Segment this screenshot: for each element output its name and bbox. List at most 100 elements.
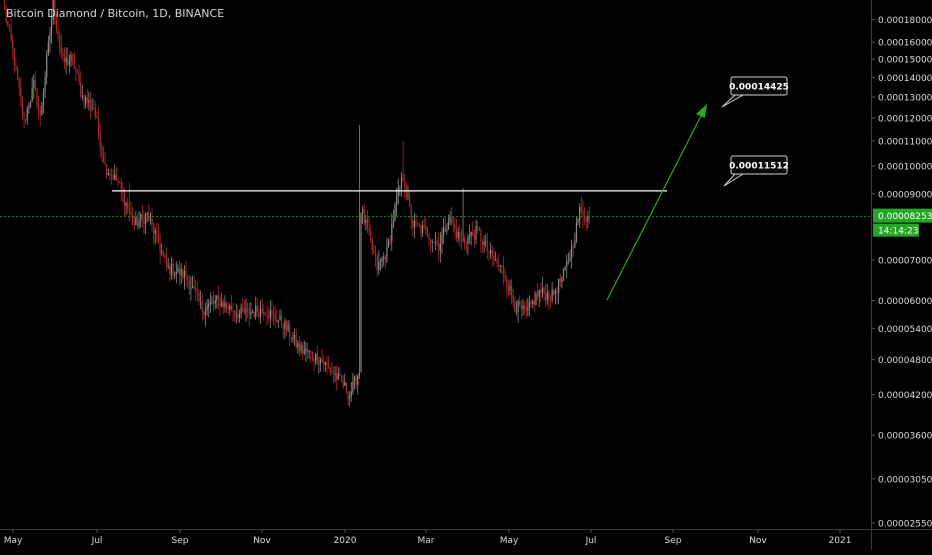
candle-body [263, 311, 265, 315]
candle-body [340, 374, 343, 381]
candle-body [258, 312, 260, 318]
candle-body [374, 253, 377, 257]
price-axis-label: 0.00015000 [878, 56, 932, 66]
candle-body [310, 351, 312, 353]
candle-body [112, 175, 114, 180]
candle-body [174, 274, 176, 276]
candle-body [206, 306, 208, 312]
candle-body [575, 222, 578, 241]
candle-body [392, 220, 394, 225]
candle-body [224, 302, 226, 308]
candle-body [420, 225, 422, 233]
candle-body [431, 241, 433, 243]
candle-body [460, 239, 463, 241]
candle-body [175, 272, 177, 275]
candle-body [271, 310, 273, 313]
candle-body [313, 358, 315, 361]
candle-body [363, 209, 365, 223]
candle-body [399, 187, 401, 189]
candle-body [196, 292, 198, 293]
candle-body [477, 226, 479, 228]
time-axis-label: 2021 [829, 536, 852, 546]
time-axis-label: Nov [253, 536, 271, 546]
candle-body [298, 343, 301, 352]
candle-body [387, 240, 390, 248]
candle-body [439, 243, 441, 252]
target-callout-2: 0.00011512 [723, 155, 789, 187]
candle-body [16, 66, 19, 79]
candle-body [433, 241, 435, 243]
time-axis-label: Jul [585, 536, 597, 546]
candle-body [472, 232, 474, 236]
candle-body [511, 286, 513, 296]
price-axis-label: 0.00009000 [878, 190, 932, 200]
candles-group [4, 0, 591, 408]
candle-body [242, 307, 244, 311]
candle-body [321, 359, 323, 362]
candle-body [62, 52, 64, 57]
candle-body [543, 287, 545, 295]
candle-body [334, 374, 336, 375]
candle-body [441, 234, 443, 244]
candle-body [83, 95, 85, 104]
time-axis-label: May [4, 536, 23, 546]
candle-body [344, 382, 346, 387]
candle-body [541, 287, 544, 293]
candle-body [110, 175, 113, 176]
candle-body [499, 265, 501, 266]
price-axis-label: 0.00004800 [878, 356, 932, 366]
candle-body [81, 95, 83, 97]
candle-body [250, 312, 252, 315]
candle-body [404, 180, 406, 190]
candle-body [55, 18, 58, 29]
candle-body [319, 359, 322, 364]
candle-body [7, 21, 9, 26]
candle-body [339, 373, 341, 375]
countdown-value: 14:14:23 [878, 227, 918, 237]
candle-body [261, 308, 263, 312]
candle-body [157, 231, 160, 244]
candle-body [318, 363, 320, 365]
candle-body [389, 240, 391, 242]
candle-body [329, 367, 331, 373]
candle-body [101, 147, 103, 153]
candle-body [569, 257, 571, 262]
time-axis[interactable]: May Jul Sep Nov 2020 Mar May Jul Sep Nov 2021 [4, 529, 852, 546]
candle-body [13, 48, 15, 66]
candle-body [208, 304, 210, 307]
candle-body [454, 225, 456, 230]
candle-body [577, 220, 579, 223]
candle-body [235, 314, 237, 316]
candle-body [451, 217, 453, 225]
candle-body [230, 305, 232, 311]
price-axis-label: 0.00004200 [878, 391, 932, 401]
candle-body [274, 313, 276, 320]
candle-body [358, 372, 360, 376]
current-price-value: 0.00008253 [878, 212, 932, 222]
candle-body [102, 152, 105, 163]
candle-body [292, 337, 294, 340]
projection-arrow-head [696, 104, 707, 118]
candle-body [187, 276, 189, 280]
time-axis-label: Mar [418, 536, 435, 546]
candle-body [106, 163, 108, 175]
price-axis[interactable]: 0.00018000 0.00016000 0.00015000 0.00014000… [871, 16, 932, 530]
candle-body [120, 182, 122, 190]
candle-body [259, 308, 262, 318]
candle-body [504, 274, 506, 280]
candle-body [302, 345, 304, 354]
candle-body [172, 263, 174, 276]
candle-body [507, 287, 510, 291]
candle-body [136, 217, 139, 227]
candle-body [574, 240, 576, 248]
candle-body [303, 350, 305, 354]
candle-body [355, 376, 357, 385]
candle-body [285, 321, 288, 331]
candle-body [268, 316, 270, 319]
candle-body [276, 319, 278, 323]
candle-body [371, 239, 373, 251]
candle-body [407, 195, 409, 197]
